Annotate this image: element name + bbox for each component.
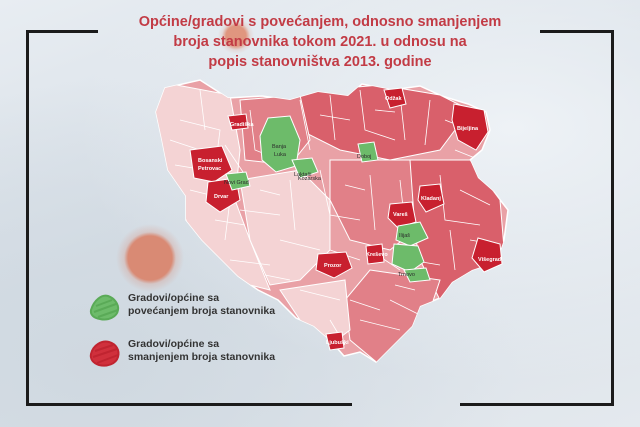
title-line-3: popis stanovništva 2013. godine (208, 54, 432, 70)
municipality-ljubuski (325, 331, 345, 351)
label-odzak: Odžak (385, 96, 402, 102)
frame-line-top-left (26, 30, 98, 33)
label-banja-luka-1: Banja (272, 144, 287, 150)
legend-decline: Gradovi/općine sa smanjenjem broja stano… (88, 338, 275, 368)
municipality-visegrad (471, 237, 503, 273)
frame-line-bottom-right (460, 403, 614, 406)
municipality-odzak (383, 87, 407, 109)
municipality-laktasi[interactable] (291, 157, 319, 179)
map-title: Općine/gradovi s povećanjem, odnosno sma… (80, 12, 560, 72)
label-visegrad: Višegrad (478, 257, 501, 263)
municipality-kladanj (417, 183, 445, 213)
frame-line-bottom-left (26, 403, 352, 406)
frame-line-left (26, 30, 29, 406)
municipality-ilijas[interactable] (395, 221, 429, 247)
municipality-banja-luka[interactable] (259, 115, 301, 173)
label-doboj: Doboj (357, 154, 371, 160)
municipality-bosanski-petrovac (189, 145, 233, 183)
label-trnovo: Trnovo (398, 272, 415, 278)
municipality-trnovo[interactable] (403, 267, 431, 283)
label-bijeljina: Bijeljina (457, 126, 479, 132)
label-kozarska: Kozarska (298, 176, 322, 182)
legend-growth-line1: Gradovi/općine sa (128, 292, 220, 304)
growth-swatch-icon (89, 294, 120, 321)
municipality-kresevo (365, 243, 385, 265)
label-ilijas: Ilijaš (399, 233, 410, 239)
label-banja-luka-2: Luka (274, 152, 287, 158)
title-line-2: broja stanovnika tokom 2021. u odnosu na (173, 34, 467, 50)
label-bosanski-1: Bosanski (198, 158, 223, 164)
label-kladanj: Kladanj (421, 196, 441, 202)
frame-line-right (611, 30, 614, 406)
label-prozor: Prozor (324, 263, 342, 269)
legend-growth-line2: povećanjem broja stanovnika (128, 305, 276, 317)
municipality-doboj[interactable] (357, 141, 379, 163)
municipality-north-small (227, 113, 249, 131)
label-kresevo: Kreševo (366, 252, 388, 258)
label-laktasi: Laktaši (294, 172, 311, 178)
municipality-west-small[interactable] (225, 171, 251, 191)
label-ljubuski: Ljubuški (326, 340, 349, 346)
frame-line-top-right (540, 30, 614, 33)
legend-decline-line2: smanjenjem broja stanovnika (128, 351, 276, 363)
municipality-prozor (315, 251, 353, 279)
label-gradiska: Gradiška (230, 122, 254, 128)
municipality-bijeljina (451, 103, 489, 151)
label-drvar: Drvar (214, 194, 229, 200)
legend-decline-line1: Gradovi/općine sa (128, 338, 220, 350)
municipality-sarajevo-area[interactable] (391, 243, 425, 273)
label-novi-grad: Novi Grad (224, 180, 249, 186)
title-line-1: Općine/gradovi s povećanjem, odnosno sma… (138, 14, 502, 30)
label-vares: Vareš (393, 212, 408, 218)
label-bosanski-2: Petrovac (198, 166, 221, 172)
decline-swatch-icon (89, 340, 120, 367)
legend-growth: Gradovi/općine sa povećanjem broja stano… (88, 292, 275, 322)
